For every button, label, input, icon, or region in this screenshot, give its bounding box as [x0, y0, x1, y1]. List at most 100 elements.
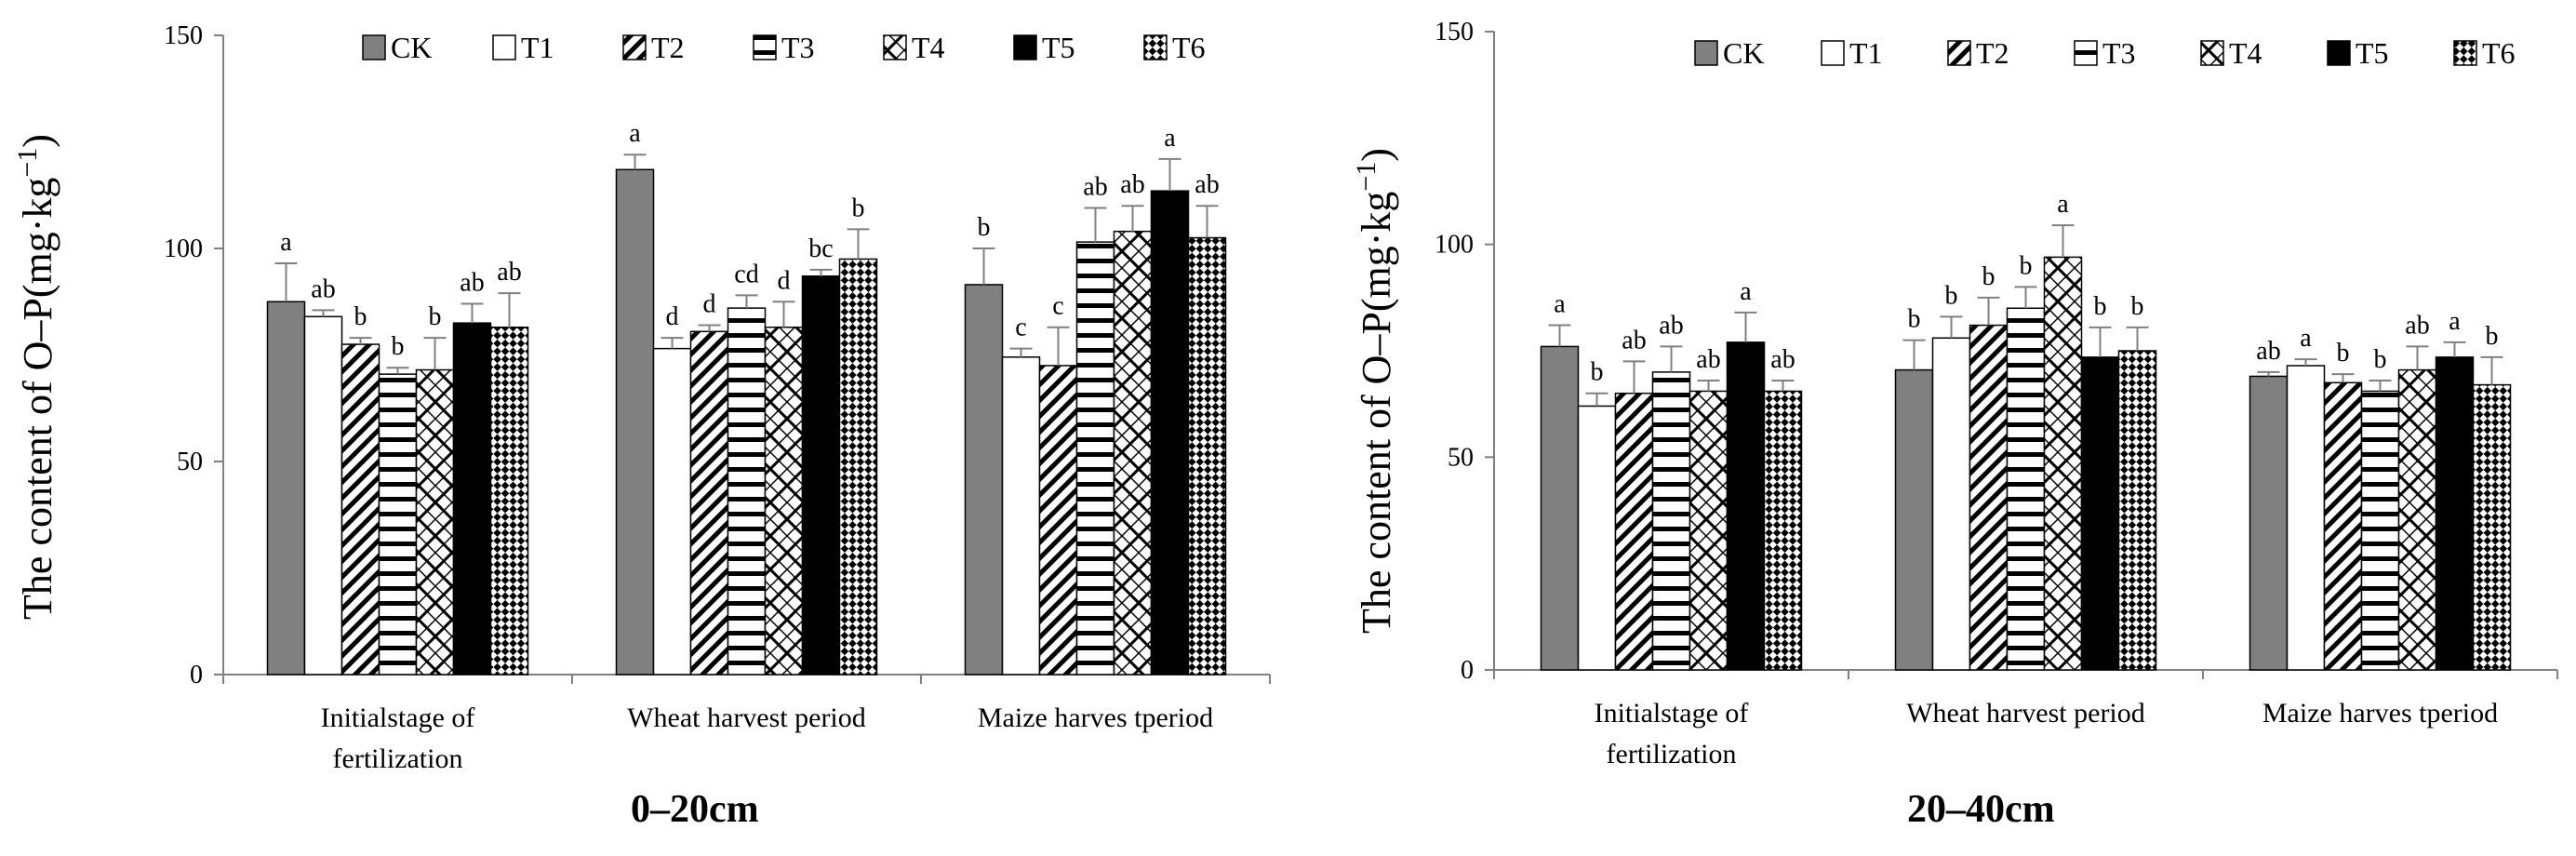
- bar-t1-wheat-harvest-period: [652, 347, 692, 675]
- significance-letter-ck: a: [1554, 290, 1566, 319]
- legend-label-t2: T2: [651, 31, 685, 64]
- bar-t2-maize-harves-tperiod: [1038, 365, 1078, 675]
- legend-swatch-t4: [2200, 40, 2224, 66]
- significance-letter-ck: a: [280, 228, 292, 257]
- legend-label-t2: T2: [1976, 36, 2009, 70]
- legend-swatch-t1: [1821, 40, 1845, 66]
- legend-label-ck: CK: [1723, 36, 1764, 70]
- bar-t1-maize-harves-tperiod: [1001, 356, 1041, 675]
- bar-ck-wheat-harvest-period: [615, 168, 655, 675]
- legend-label-t5: T5: [2356, 36, 2389, 70]
- significance-letter-t2: b: [354, 302, 367, 331]
- bar-t1-maize-harves-tperiod: [2286, 365, 2326, 671]
- bar-t3-initialstage-of: [1651, 371, 1691, 671]
- significance-letter-t6: b: [2131, 292, 2144, 321]
- x-tick-label-wheat-harvest-period: Wheat harvest period: [627, 702, 866, 733]
- significance-letter-t3: ab: [1659, 311, 1683, 340]
- legend-swatch-t4: [883, 34, 907, 60]
- bar-chart-0-20cm: 0 50 100 150 The content of O–P(mg·kg−1) Init…: [12, 21, 1271, 774]
- significance-letter-t5: a: [1164, 124, 1176, 153]
- legend-label-t4: T4: [2229, 36, 2262, 70]
- legend-label-t1: T1: [521, 31, 554, 64]
- significance-letter-t3: b: [2374, 345, 2387, 374]
- bar-chart-20-40cm: 0 50 100 150 The content of O–P(mg·kg−1) Init…: [1351, 18, 2558, 769]
- bar-t5-maize-harves-tperiod: [2435, 356, 2475, 671]
- significance-letter-t4: ab: [1120, 170, 1144, 199]
- bar-t6-initialstage-of: [1763, 390, 1803, 671]
- bar-t4-initialstage-of: [1688, 390, 1728, 671]
- bar-t5-maize-harves-tperiod: [1150, 190, 1190, 675]
- legend-swatch-t3: [2074, 40, 2098, 66]
- bar-t5-initialstage-of: [452, 322, 492, 675]
- bar-t2-wheat-harvest-period: [689, 330, 729, 675]
- panel-label-0-20cm: 0–20cm: [631, 788, 759, 831]
- legend-swatch-t3: [753, 34, 777, 60]
- significance-letter-ck: ab: [2256, 337, 2280, 366]
- legend-swatch-t6: [1143, 34, 1168, 60]
- x-tick-label-fertilization: fertilization: [333, 743, 463, 774]
- legend-label-t1: T1: [1849, 36, 1883, 70]
- legend-swatch-ck: [1694, 40, 1718, 66]
- bar-t4-maize-harves-tperiod: [1113, 230, 1153, 675]
- x-tick-label-wheat-harvest-period: Wheat harvest period: [1906, 698, 2145, 729]
- bar-t3-maize-harves-tperiod: [1075, 241, 1115, 675]
- significance-letter-t1: ab: [311, 274, 335, 303]
- bar-t4-initialstage-of: [415, 368, 455, 675]
- y-tick-label-100: 100: [1435, 231, 1474, 260]
- significance-letter-t6: ab: [1195, 170, 1219, 199]
- bar-t3-wheat-harvest-period: [2006, 307, 2046, 671]
- bar-t6-maize-harves-tperiod: [1187, 236, 1227, 675]
- y-axis-label: The content of O–P(mg·kg−1): [12, 134, 60, 620]
- bar-t3-wheat-harvest-period: [727, 307, 767, 675]
- significance-letter-t1: a: [2300, 324, 2312, 353]
- significance-letter-t3: b: [2020, 251, 2033, 280]
- legend-swatch-t6: [2453, 40, 2477, 66]
- significance-letter-ck: b: [1908, 305, 1921, 334]
- significance-letter-t2: d: [703, 289, 716, 318]
- legend-label-t3: T3: [781, 31, 815, 64]
- significance-letter-t6: b: [2486, 322, 2499, 351]
- y-axis-label: The content of O–P(mg·kg−1): [1351, 148, 1399, 634]
- bar-t5-initialstage-of: [1726, 341, 1766, 671]
- bar-t4-maize-harves-tperiod: [2397, 368, 2437, 671]
- bar-t5-wheat-harvest-period: [2080, 356, 2120, 671]
- bar-t6-wheat-harvest-period: [2117, 350, 2157, 671]
- legend-swatch-t2: [1947, 40, 1971, 66]
- significance-letter-t1: b: [1591, 358, 1604, 387]
- legend-label-t4: T4: [912, 31, 945, 64]
- bar-t4-wheat-harvest-period: [2043, 256, 2083, 671]
- legend-swatch-ck: [362, 34, 386, 60]
- significance-letter-ck: a: [629, 119, 641, 148]
- y-tick-label-100: 100: [164, 234, 203, 263]
- y-tick-label-150: 150: [164, 21, 203, 50]
- legend-swatch-t1: [492, 34, 516, 60]
- legend-label-t6: T6: [1172, 31, 1206, 64]
- y-tick-label-0: 0: [1461, 656, 1474, 685]
- significance-letter-t4: ab: [2405, 311, 2429, 340]
- legend-label-t5: T5: [1042, 31, 1075, 64]
- significance-letter-t3: cd: [734, 260, 758, 288]
- significance-letter-t2: c: [1052, 292, 1063, 321]
- legend-swatch-t2: [622, 34, 647, 60]
- bar-t2-maize-harves-tperiod: [2323, 381, 2363, 671]
- significance-letter-t2: ab: [1622, 326, 1646, 354]
- bar-t1-initialstage-of: [303, 315, 343, 675]
- chart-panel-20-40cm: 0 50 100 150 The content of O–P(mg·kg−1) Init…: [1288, 0, 2576, 856]
- significance-letter-t2: b: [2337, 339, 2350, 368]
- bar-t3-maize-harves-tperiod: [2360, 390, 2400, 671]
- significance-letter-t1: c: [1015, 314, 1026, 342]
- significance-letter-t4: a: [2057, 190, 2069, 219]
- significance-letter-t5: ab: [460, 269, 484, 298]
- significance-letter-t5: bc: [808, 234, 833, 263]
- bar-ck-maize-harves-tperiod: [2249, 375, 2289, 671]
- significance-letter-t1: d: [666, 302, 679, 331]
- bar-t4-wheat-harvest-period: [764, 326, 804, 675]
- significance-letter-t5: a: [1740, 277, 1752, 306]
- bar-t3-initialstage-of: [378, 373, 418, 675]
- significance-letter-t5: a: [2449, 307, 2461, 336]
- significance-letter-t6: ab: [497, 258, 521, 287]
- y-tick-label-0: 0: [190, 661, 203, 689]
- significance-letter-t4: ab: [1696, 345, 1720, 374]
- significance-letter-t3: ab: [1083, 172, 1107, 201]
- bar-t1-wheat-harvest-period: [1931, 337, 1971, 671]
